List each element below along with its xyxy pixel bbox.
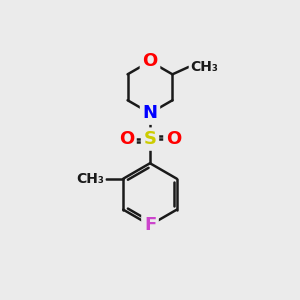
Text: N: N [142,104,158,122]
Text: O: O [119,130,134,148]
Text: CH₃: CH₃ [76,172,104,186]
Text: CH₃: CH₃ [190,60,218,74]
Text: F: F [144,216,156,234]
Text: O: O [142,52,158,70]
Text: S: S [143,130,157,148]
Text: O: O [166,130,181,148]
